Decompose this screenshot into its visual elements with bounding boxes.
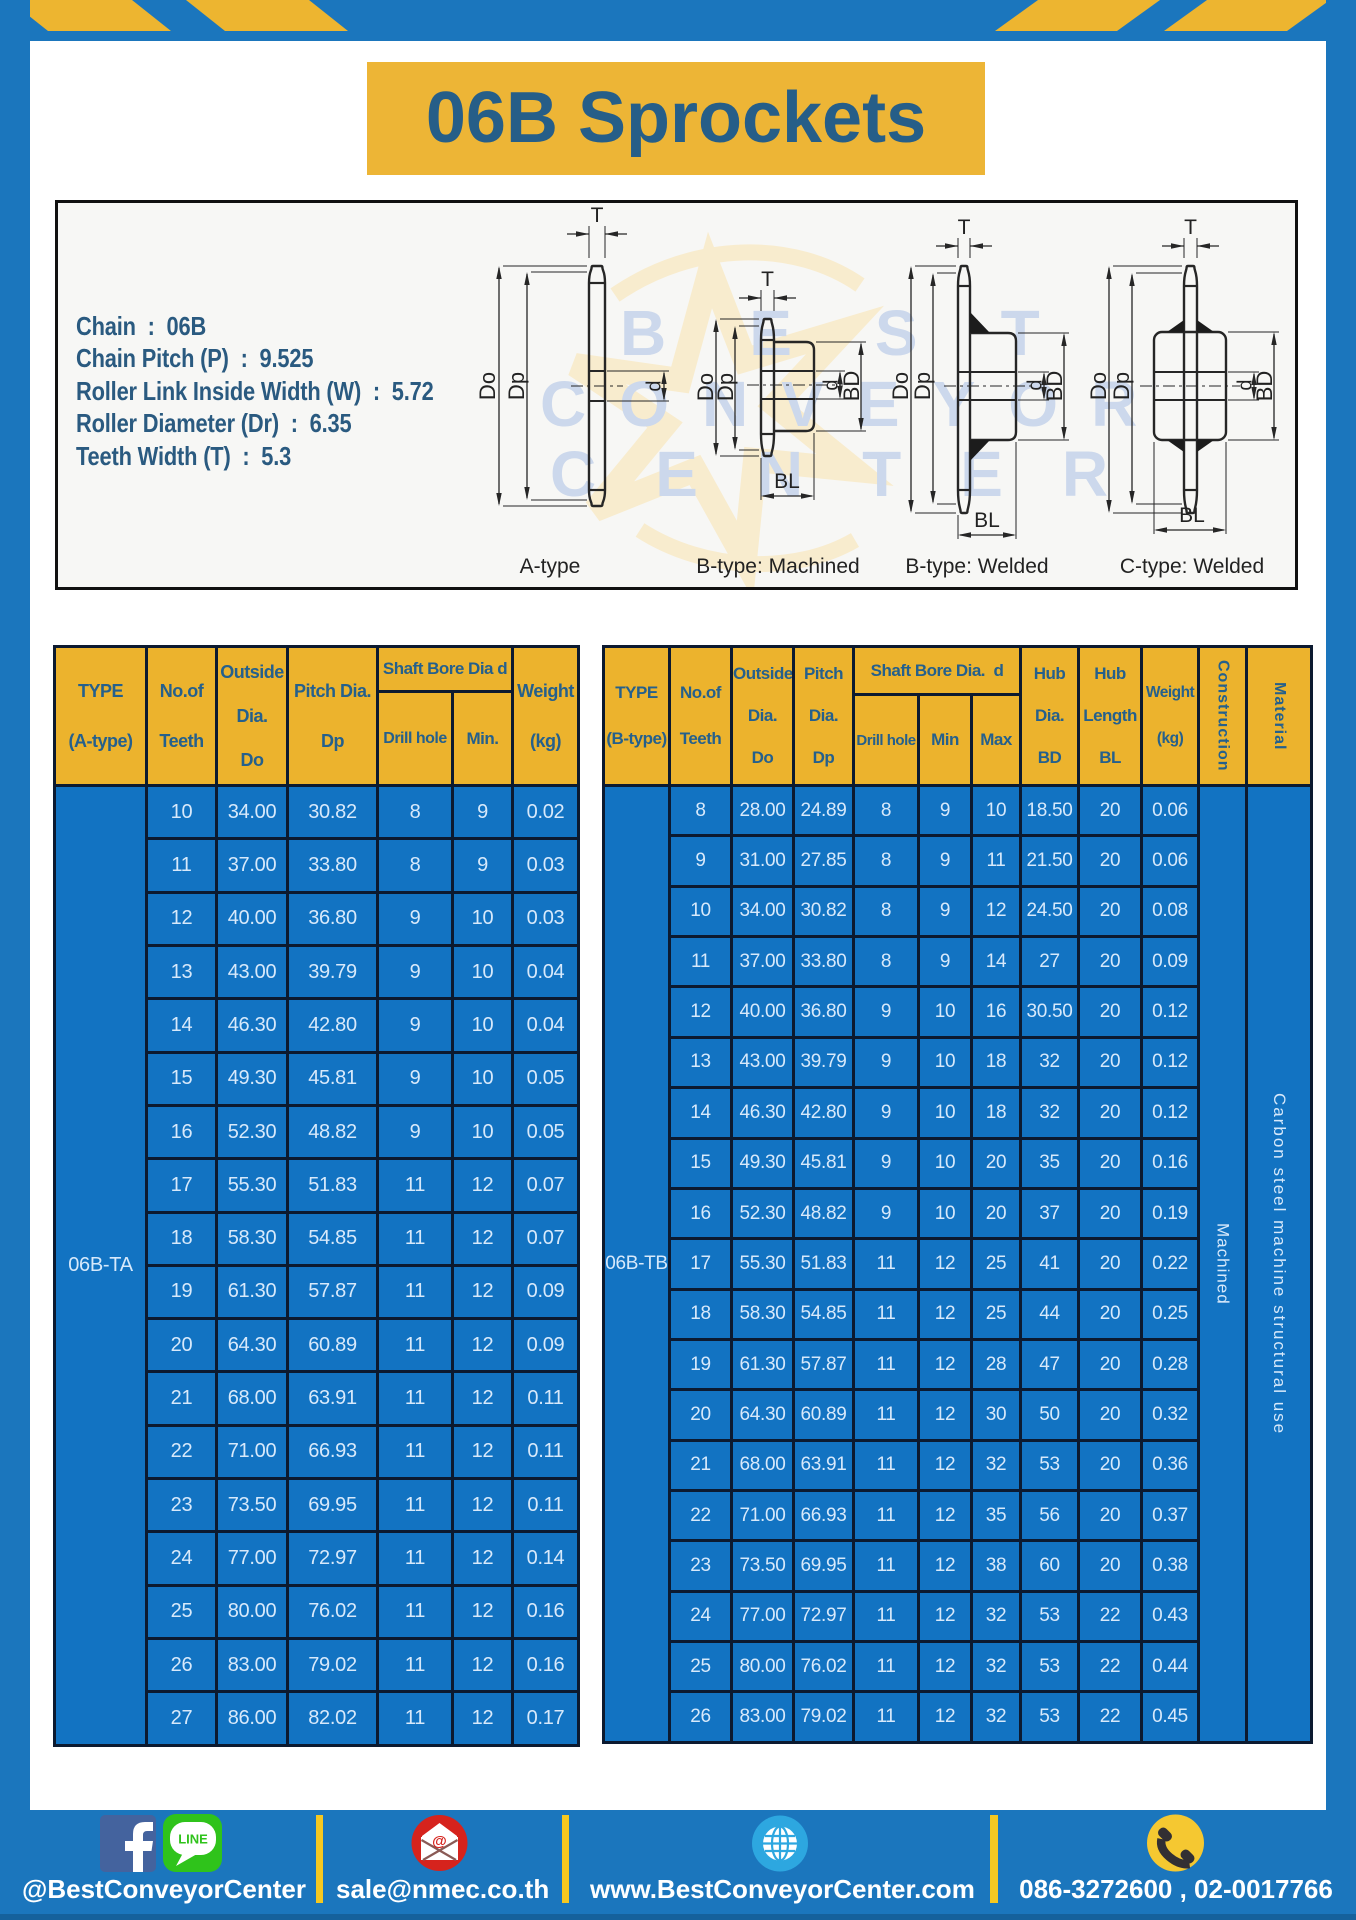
svg-text:d: d [643,380,665,391]
svg-text:BL: BL [974,509,1000,532]
svg-text:B-type: Welded: B-type: Welded [905,555,1048,578]
svg-text:C-type: Welded: C-type: Welded [1120,555,1264,578]
svg-text:d: d [1024,379,1046,390]
svg-text:LINE: LINE [178,1832,208,1847]
svg-text:Dp: Dp [910,372,935,400]
svg-text:Do: Do [888,372,913,400]
svg-text:Do: Do [475,372,500,400]
svg-text:BD: BD [839,371,864,402]
svg-text:T: T [591,204,604,227]
svg-text:d: d [820,379,842,390]
svg-text:Dp: Dp [504,372,529,400]
svg-text:Dp: Dp [1109,372,1134,400]
svg-text:BL: BL [1179,504,1205,527]
svg-text:d: d [1234,379,1256,390]
svg-text:T: T [1184,216,1197,239]
svg-text:BD: BD [1042,371,1067,402]
svg-text:Dp: Dp [713,373,738,401]
svg-text:BD: BD [1252,371,1277,402]
svg-text:BL: BL [774,470,800,493]
svg-text:A-type: A-type [520,555,581,578]
svg-text:@: @ [432,1833,447,1850]
svg-text:T: T [761,268,774,291]
svg-text:Do: Do [1086,372,1111,400]
svg-text:T: T [958,216,971,239]
svg-text:CENTER: CENTER [550,438,1167,510]
svg-text:Do: Do [693,373,718,401]
svg-text:B-type: Machined: B-type: Machined [696,555,859,578]
